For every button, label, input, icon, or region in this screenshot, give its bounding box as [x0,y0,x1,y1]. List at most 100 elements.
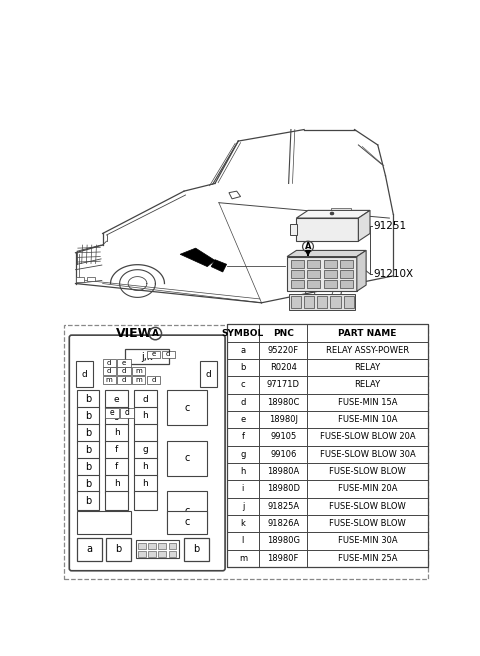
Text: 99105: 99105 [270,432,296,441]
Bar [133,491,157,510]
Text: d: d [107,360,111,366]
Bar [106,538,131,561]
Text: e: e [109,409,114,417]
Text: b: b [193,544,200,554]
Bar [105,390,128,408]
Text: PNC: PNC [273,329,294,338]
Bar [132,367,145,375]
Bar [340,281,353,288]
Text: a: a [86,544,93,554]
Bar [77,424,99,442]
Text: m: m [135,377,142,383]
Text: h: h [143,411,148,420]
Text: A: A [305,242,311,251]
Bar [105,491,128,510]
Text: FUSE-MIN 25A: FUSE-MIN 25A [338,554,397,563]
Bar [307,281,321,288]
Bar [133,458,157,476]
Bar [291,270,304,278]
Bar [120,408,134,417]
FancyBboxPatch shape [69,335,225,571]
Text: c: c [184,403,190,413]
Bar [167,491,207,530]
Text: j,k: j,k [141,352,153,361]
Text: d: d [166,352,170,358]
Text: 99106: 99106 [270,450,296,459]
Text: 18980G: 18980G [267,537,300,545]
Text: f: f [115,462,118,471]
Bar [330,296,340,308]
Text: b: b [85,428,91,438]
Bar [64,325,428,579]
Bar [184,538,209,561]
Bar [133,407,157,425]
Bar [158,543,166,549]
Bar [167,510,207,534]
Text: h: h [240,467,246,476]
Text: RELAY ASSY-POWER: RELAY ASSY-POWER [326,346,409,355]
Text: i: i [242,484,244,493]
Text: h: h [143,462,148,471]
Text: d: d [240,398,246,407]
Polygon shape [296,211,370,218]
Bar [307,270,321,278]
Bar [77,458,99,476]
Text: FUSE-MIN 30A: FUSE-MIN 30A [338,537,397,545]
Bar [105,424,128,442]
Text: 91826A: 91826A [267,519,300,528]
Text: d: d [107,368,111,375]
Bar [105,474,128,493]
Bar [344,296,354,308]
Bar [103,367,116,375]
Bar [296,218,359,241]
Bar [77,538,102,561]
Text: R0204: R0204 [270,363,297,372]
Bar [103,376,116,384]
Bar [227,324,428,567]
Bar [304,296,314,308]
Text: RELAY: RELAY [355,363,381,372]
Bar [340,270,353,278]
Bar [77,407,99,425]
Text: g: g [114,411,120,420]
Bar [200,361,216,388]
Bar [168,551,176,557]
Polygon shape [359,211,370,241]
Bar [133,474,157,493]
Text: g: g [240,450,246,459]
Bar [307,260,321,268]
Text: 95220F: 95220F [268,346,299,355]
Text: FUSE-MIN 15A: FUSE-MIN 15A [338,398,397,407]
Bar [288,293,355,310]
Text: h: h [114,480,120,488]
Text: 18980D: 18980D [267,484,300,493]
Bar [167,390,207,425]
Text: b: b [85,496,91,506]
Text: j: j [242,502,244,511]
Text: FUSE-SLOW BLOW: FUSE-SLOW BLOW [329,467,406,476]
Text: 91210X: 91210X [374,269,414,279]
Bar [324,281,336,288]
Text: c: c [184,506,190,516]
Bar [162,350,175,358]
Text: SYMBOL: SYMBOL [222,329,264,338]
Text: d: d [125,409,130,417]
Bar [331,208,350,215]
Text: VIEW: VIEW [115,327,152,340]
Text: d: d [81,370,87,379]
Text: b: b [85,411,91,421]
Text: f: f [241,432,244,441]
Bar [290,224,297,235]
Bar [148,551,156,557]
Text: c: c [240,380,245,390]
Bar [167,441,207,476]
Bar [105,408,119,417]
Text: d: d [205,370,211,379]
Bar [147,376,160,384]
Text: FUSE-SLOW BLOW 20A: FUSE-SLOW BLOW 20A [320,432,416,441]
Text: b: b [115,544,121,554]
Text: d: d [151,377,156,383]
Bar [138,551,146,557]
Text: g: g [143,445,148,455]
Text: e: e [114,394,120,403]
